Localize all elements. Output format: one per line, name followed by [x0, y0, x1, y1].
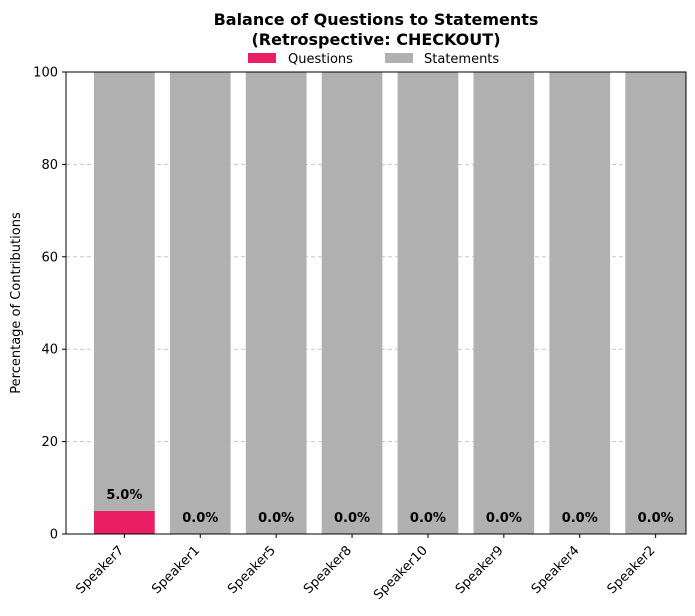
- legend-swatch-questions: [248, 53, 276, 63]
- data-label-speaker10: 0.0%: [410, 511, 446, 526]
- x-tick-label-speaker8: Speaker8: [301, 543, 355, 597]
- bar-statements-speaker9: [473, 72, 535, 534]
- bar-statements-speaker10: [397, 72, 459, 534]
- bar-statements-speaker8: [321, 72, 383, 534]
- bar-statements-speaker7: [94, 72, 155, 511]
- data-label-speaker9: 0.0%: [486, 511, 522, 526]
- data-label-speaker8: 0.0%: [334, 511, 370, 526]
- data-label-speaker5: 0.0%: [258, 511, 294, 526]
- chart-title-line1: Balance of Questions to Statements: [214, 10, 539, 29]
- x-axis: Speaker7 Speaker1 Speaker5 Speaker8 Speaker1…: [73, 534, 658, 603]
- y-axis: 0 20 40 60 80 100: [33, 66, 66, 543]
- y-axis-label: Percentage of Contributions: [9, 212, 24, 394]
- y-tick-label-20: 20: [41, 435, 58, 450]
- x-tick-label-speaker10: Speaker10: [371, 543, 431, 603]
- x-tick-label-speaker4: Speaker4: [529, 543, 583, 597]
- y-tick-label-40: 40: [41, 343, 58, 358]
- chart-title-line2: (Retrospective: CHECKOUT): [251, 30, 500, 49]
- legend-swatch-statements: [385, 53, 413, 63]
- x-tick-label-speaker7: Speaker7: [73, 543, 127, 597]
- y-tick-label-100: 100: [33, 66, 58, 81]
- data-label-speaker1: 0.0%: [182, 511, 218, 526]
- bars: [94, 72, 686, 534]
- legend-label-statements: Statements: [424, 52, 499, 67]
- bar-questions-speaker7: [94, 510, 155, 534]
- x-tick-label-speaker5: Speaker5: [225, 543, 279, 597]
- bar-statements-speaker4: [549, 72, 611, 534]
- bar-statements-speaker5: [245, 72, 307, 534]
- legend-label-questions: Questions: [288, 52, 353, 67]
- x-tick-label-speaker9: Speaker9: [453, 543, 507, 597]
- y-tick-label-80: 80: [41, 158, 58, 173]
- y-tick-label-60: 60: [41, 250, 58, 265]
- data-labels: 5.0% 0.0% 0.0% 0.0% 0.0% 0.0% 0.0% 0.0%: [106, 488, 673, 526]
- data-label-speaker7: 5.0%: [106, 488, 142, 503]
- y-tick-label-0: 0: [50, 528, 58, 543]
- plot-frame: [65, 71, 687, 535]
- data-label-speaker2: 0.0%: [638, 511, 674, 526]
- data-label-speaker4: 0.0%: [562, 511, 598, 526]
- bar-statements-speaker1: [169, 72, 231, 534]
- x-tick-label-speaker2: Speaker2: [605, 543, 659, 597]
- x-tick-label-speaker1: Speaker1: [149, 543, 203, 597]
- bar-statements-speaker2: [625, 72, 686, 534]
- legend: Questions Statements: [248, 52, 499, 67]
